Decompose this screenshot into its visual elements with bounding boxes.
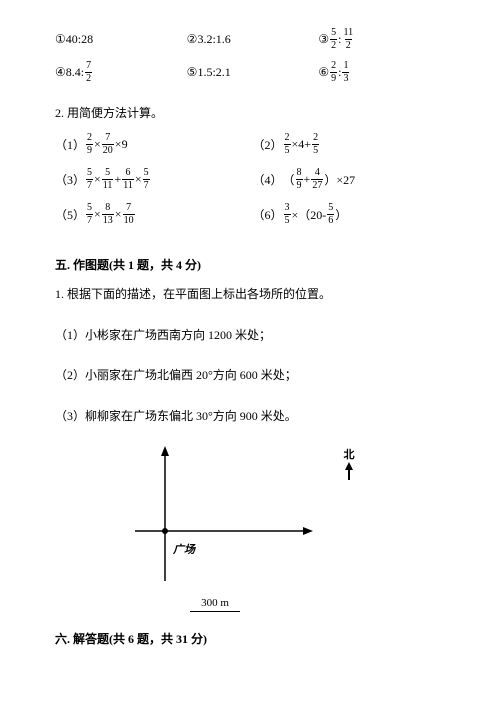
square-label: 广场	[173, 541, 195, 557]
ratio-4-pre: 8.4:	[66, 65, 84, 80]
circled-6: ⑥	[318, 65, 329, 80]
calc-3: （3） 57 × 511 + 611 × 57	[55, 168, 253, 191]
q5-1-text: 1. 根据下面的描述，在平面图上标出各场所的位置。	[55, 283, 450, 306]
ratio-1-text: 40:28	[66, 32, 93, 47]
calc-2: （2） 25 ×4+ 25	[253, 133, 451, 156]
q2-text: 2. 用简便方法计算。	[55, 102, 450, 125]
q5-1-2: （2）小丽家在广场北偏西 20°方向 600 米处；	[55, 364, 450, 387]
c1-f2: 720	[102, 133, 114, 156]
c1-tail: ×9	[115, 137, 128, 152]
c3-op2: +	[114, 172, 121, 187]
circled-2: ②	[187, 32, 198, 47]
north-indicator: 北	[343, 446, 355, 481]
colon-3: :	[338, 32, 341, 47]
c2-mid: ×4+	[292, 137, 312, 152]
diagram: 北 广场 300 m	[95, 446, 355, 616]
calc-1: （1） 29 × 720 ×9	[55, 133, 253, 156]
circled-5: ⑤	[187, 65, 198, 80]
ratio-2: ② 3.2:1.6	[187, 28, 319, 51]
ratio-row-1: ① 40:28 ② 3.2:1.6 ③ 52 : 112	[55, 28, 450, 51]
circled-1: ①	[55, 32, 66, 47]
calc-3-label: （3）	[55, 171, 85, 188]
ratio-row-2: ④ 8.4: 72 ⑤ 1.5:2.1 ⑥ 29 : 13	[55, 61, 450, 84]
calc-5-label: （5）	[55, 206, 85, 223]
c6-mid: ×（20-	[292, 206, 327, 223]
c3-f3: 611	[122, 168, 134, 191]
ratio-3: ③ 52 : 112	[318, 28, 450, 51]
ratio-6: ⑥ 29 : 13	[318, 61, 450, 84]
colon-6: :	[338, 65, 341, 80]
scale-bar-icon	[190, 611, 240, 612]
frac-5-2: 52	[330, 28, 337, 51]
frac-7-2: 72	[85, 61, 92, 84]
ratio-2-text: 3.2:1.6	[197, 32, 230, 47]
calc-2-label: （2）	[253, 136, 283, 153]
c6-tail: ）	[335, 206, 347, 223]
ratio-1: ① 40:28	[55, 28, 187, 51]
c6-f2: 56	[327, 203, 334, 226]
scale: 300 m	[190, 597, 240, 612]
c4-tail: ）×27	[324, 171, 355, 188]
c5-f3: 710	[123, 203, 135, 226]
c5-op2: ×	[115, 207, 122, 222]
c3-op1: ×	[94, 172, 101, 187]
q5-1-1: （1）小彬家在广场西南方向 1200 米处；	[55, 324, 450, 347]
c3-f1: 57	[86, 168, 93, 191]
section-6-title: 六. 解答题(共 6 题，共 31 分)	[55, 630, 450, 647]
frac-1-3: 13	[342, 61, 349, 84]
c3-f4: 57	[143, 168, 150, 191]
c6-f1: 35	[284, 203, 291, 226]
c3-op3: ×	[135, 172, 142, 187]
calc-grid: （1） 29 × 720 ×9 （2） 25 ×4+ 25 （3） 57 × 5…	[55, 133, 450, 238]
circled-3: ③	[318, 32, 329, 47]
c5-f2: 813	[102, 203, 114, 226]
c1-op1: ×	[94, 137, 101, 152]
calc-1-label: （1）	[55, 136, 85, 153]
ratio-4: ④ 8.4: 72	[55, 61, 187, 84]
c3-f2: 511	[102, 168, 114, 191]
c5-f1: 57	[86, 203, 93, 226]
calc-5: （5） 57 × 813 × 710	[55, 203, 253, 226]
c4-f2: 427	[311, 168, 323, 191]
calc-6: （6） 35 ×（20- 56 ）	[253, 203, 451, 226]
c5-op1: ×	[94, 207, 101, 222]
calc-6-label: （6）	[253, 206, 283, 223]
scale-text: 300 m	[201, 597, 229, 609]
axes-icon	[135, 446, 315, 586]
calc-4: （4） （ 89 + 427 ）×27	[253, 168, 451, 191]
c4-op1: +	[304, 172, 311, 187]
c2-f2: 25	[312, 133, 319, 156]
frac-11-2: 112	[342, 28, 354, 51]
frac-2-9: 29	[330, 61, 337, 84]
ratio-5: ⑤ 1.5:2.1	[187, 61, 319, 84]
north-arrow-icon	[343, 462, 355, 481]
q5-1-3: （3）柳柳家在广场东偏北 30°方向 900 米处。	[55, 405, 450, 428]
circled-4: ④	[55, 65, 66, 80]
c2-f1: 25	[284, 133, 291, 156]
c4-f1: 89	[296, 168, 303, 191]
section-5-title: 五. 作图题(共 1 题，共 4 分)	[55, 256, 450, 273]
c4-pre: （	[283, 171, 295, 188]
north-label: 北	[343, 446, 355, 462]
c1-f1: 29	[86, 133, 93, 156]
ratio-5-text: 1.5:2.1	[197, 65, 230, 80]
calc-4-label: （4）	[253, 171, 283, 188]
